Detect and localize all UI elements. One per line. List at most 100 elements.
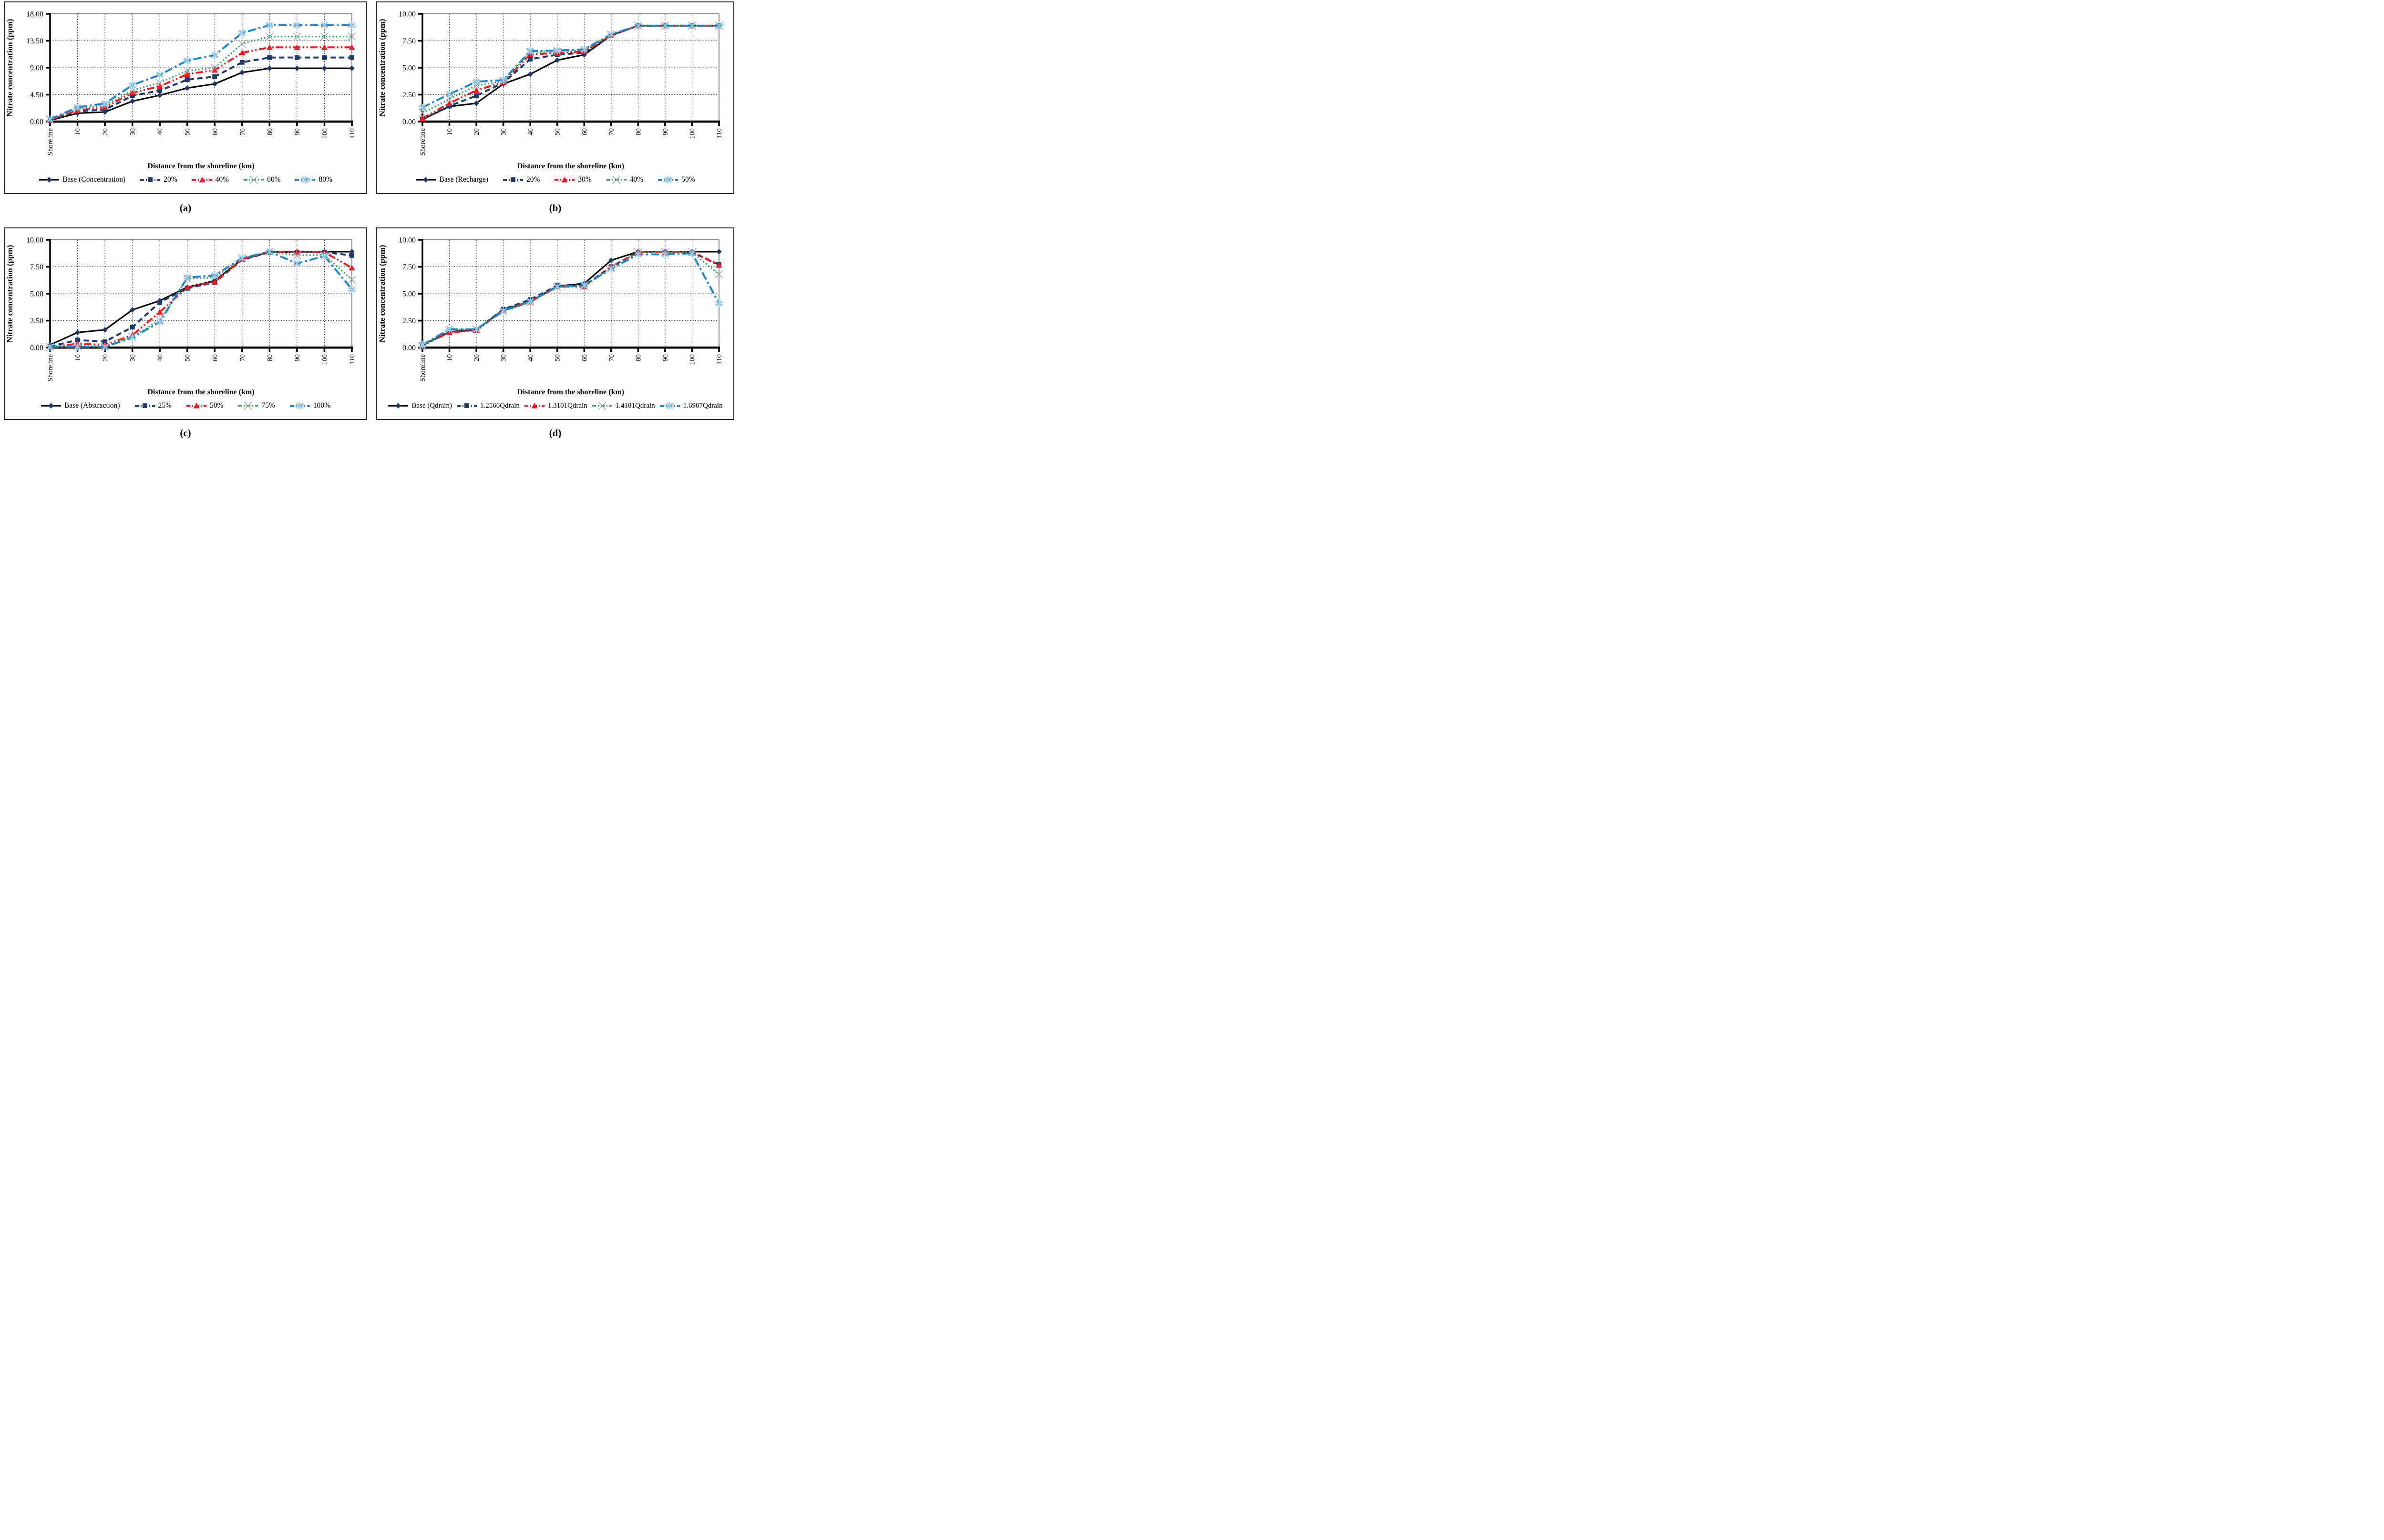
legend-marker-icon [192, 176, 212, 183]
svg-text:110: 110 [349, 128, 356, 139]
svg-text:30: 30 [129, 354, 137, 361]
svg-text:100: 100 [688, 128, 696, 139]
legend-a: Base (Concentration) 20% 40% 60% 80% [5, 170, 366, 189]
svg-text:110: 110 [716, 354, 723, 365]
legend-label: 50% [681, 175, 695, 184]
legend-label: Base (Recharge) [439, 175, 488, 184]
legend-label: 1.2566Qdrain [480, 401, 520, 410]
legend-marker-icon [503, 177, 523, 182]
legend-label: 40% [215, 175, 229, 184]
legend-item: 100% [289, 401, 330, 410]
panel-label-b: (b) [549, 202, 562, 214]
legend-label: 75% [261, 401, 275, 410]
svg-text:0.00: 0.00 [402, 344, 416, 352]
legend-item: 30% [554, 175, 592, 184]
svg-text:10.00: 10.00 [399, 10, 416, 19]
legend-item: 25% [134, 401, 172, 410]
legend-item: 50% [186, 401, 223, 410]
svg-text:20: 20 [473, 128, 481, 135]
svg-text:Nitrate concentration (ppm): Nitrate concentration (ppm) [5, 245, 14, 343]
svg-text:90: 90 [294, 354, 301, 361]
legend-label: 1.3101Qdrain [547, 401, 587, 410]
legend-item: 20% [140, 175, 177, 184]
legend-item: Base (Recharge) [415, 175, 488, 184]
legend-marker-icon [289, 402, 310, 410]
svg-text:80: 80 [635, 128, 642, 135]
legend-item: 20% [503, 175, 540, 184]
legend-marker-icon [244, 175, 264, 184]
svg-text:70: 70 [239, 128, 247, 135]
legend-marker-icon [295, 176, 316, 184]
panel-label-c: (c) [180, 427, 191, 439]
legend-marker-icon [186, 402, 207, 409]
svg-text:80: 80 [635, 354, 642, 361]
legend-label: 30% [578, 175, 592, 184]
svg-text:0.00: 0.00 [30, 118, 43, 126]
svg-text:50: 50 [554, 128, 562, 135]
legend-d: Base (Qdrain) 1.2566Qdrain 1.3101Qdrain 1.4… [377, 396, 733, 415]
legend-item: 40% [192, 175, 229, 184]
panel-label-a: (a) [179, 202, 192, 214]
svg-text:40: 40 [527, 354, 534, 361]
svg-text:90: 90 [662, 354, 669, 361]
legend-item: 60% [243, 175, 280, 184]
svg-text:30: 30 [500, 354, 508, 361]
legend-item: 50% [658, 175, 695, 184]
legend-marker-icon [238, 401, 258, 410]
panel-label-d: (d) [549, 427, 562, 439]
svg-text:60: 60 [581, 354, 588, 361]
svg-text:0.00: 0.00 [30, 344, 43, 352]
line-chart-d: 0.00 2.50 5.00 7.50 10.00 Shoreline 10 20 30 40 50… [378, 236, 723, 397]
svg-text:Distance from the shoreline (k: Distance from the shoreline (km) [147, 162, 254, 170]
chart-panel-b: 0.00 2.50 5.00 7.50 10.00 Shoreline 10 20 30 40 50… [376, 1, 734, 194]
svg-text:100: 100 [321, 354, 329, 365]
svg-text:90: 90 [294, 128, 301, 135]
legend-marker-icon [659, 402, 680, 410]
legend-item: 1.6907Qdrain [659, 401, 723, 410]
svg-text:50: 50 [184, 128, 192, 135]
legend-item: 1.2566Qdrain [456, 401, 520, 410]
legend-label: Base (Concentration) [62, 175, 126, 184]
svg-text:50: 50 [554, 354, 562, 361]
svg-text:90: 90 [662, 128, 669, 135]
legend-marker-icon [456, 403, 477, 408]
legend-label: 50% [210, 401, 224, 410]
legend-label: 60% [267, 175, 281, 184]
svg-text:70: 70 [608, 128, 616, 135]
svg-text:2.50: 2.50 [402, 317, 416, 325]
line-chart-c: 0.00 2.50 5.00 7.50 10.00 Shoreline 10 20 30 40 50… [5, 236, 356, 397]
legend-marker-icon [140, 177, 161, 182]
legend-marker-icon [388, 403, 409, 409]
svg-text:60: 60 [211, 128, 219, 135]
svg-text:60: 60 [581, 128, 588, 135]
svg-text:30: 30 [500, 128, 508, 135]
legend-label: 20% [164, 175, 177, 184]
svg-text:20: 20 [473, 354, 481, 361]
legend-label: 25% [158, 401, 172, 410]
svg-text:30: 30 [129, 128, 137, 135]
legend-item: Base (Abstraction) [41, 401, 120, 410]
legend-marker-icon [134, 403, 155, 408]
svg-text:Nitrate concentration (ppm): Nitrate concentration (ppm) [5, 19, 14, 117]
legend-item: 80% [295, 175, 332, 184]
svg-text:Shoreline: Shoreline [419, 354, 427, 382]
legend-marker-icon [524, 402, 545, 409]
svg-text:60: 60 [211, 354, 219, 361]
legend-item: 1.3101Qdrain [524, 401, 587, 410]
svg-text:Distance from the shoreline (k: Distance from the shoreline (km) [147, 388, 254, 396]
svg-text:100: 100 [688, 354, 696, 365]
legend-label: 1.4181Qdrain [615, 401, 655, 410]
legend-label: 20% [526, 175, 540, 184]
svg-text:10: 10 [74, 128, 82, 135]
svg-text:7.50: 7.50 [402, 263, 416, 271]
legend-label: Base (Abstraction) [64, 401, 120, 410]
svg-text:Shoreline: Shoreline [47, 128, 54, 156]
chart-panel-c: 0.00 2.50 5.00 7.50 10.00 Shoreline 10 20 30 40 50… [4, 227, 367, 420]
line-chart-b: 0.00 2.50 5.00 7.50 10.00 Shoreline 10 20 30 40 50… [378, 10, 723, 171]
svg-text:10.00: 10.00 [26, 236, 43, 245]
legend-label: 80% [319, 175, 332, 184]
svg-text:20: 20 [102, 128, 109, 135]
svg-text:Distance from the shoreline (k: Distance from the shoreline (km) [517, 388, 624, 396]
legend-marker-icon [606, 175, 627, 184]
svg-text:10: 10 [74, 354, 82, 361]
